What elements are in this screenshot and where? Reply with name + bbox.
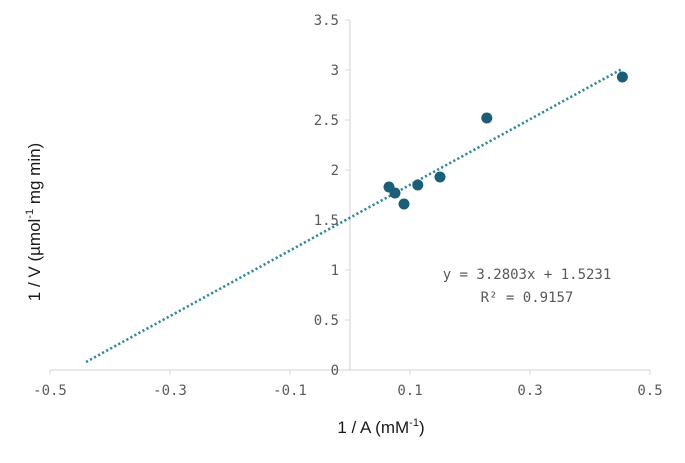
y-tick-label: 2 (331, 163, 339, 179)
x-tick-label: -0.3 (153, 383, 187, 399)
y-tick-label: 1 (331, 263, 339, 279)
tick-labels: -0.5 -0.3 -0.1 0.1 0.3 0.5 0 0.5 1 1.5 2 2.5 3 3.5 (33, 13, 663, 399)
trendline-equation: y = 3.2803x + 1.5231 (443, 267, 612, 283)
x-tick-label: 0.5 (637, 383, 662, 399)
x-tick-label: 0.1 (397, 383, 422, 399)
x-tick-label: -0.1 (273, 383, 307, 399)
x-tick-label: -0.5 (33, 383, 67, 399)
y-axis-title: 1 / V (µmol-1 mg min) (24, 143, 44, 301)
trendline-layer (85, 68, 622, 364)
trendline-r-squared: R² = 0.9157 (481, 290, 574, 306)
y-tick-label: 0.5 (314, 313, 339, 329)
y-tick-label: 2.5 (314, 113, 339, 129)
data-point (481, 112, 493, 124)
data-point (616, 71, 628, 83)
x-axis-title: 1 / A (mM-1) (337, 417, 424, 437)
y-tick-label: 3 (331, 63, 339, 79)
axes (49, 19, 651, 375)
y-tick-label: 1.5 (314, 213, 339, 229)
data-point (398, 198, 410, 210)
y-tick-label: 3.5 (314, 13, 339, 29)
data-point (389, 187, 401, 199)
data-points (383, 71, 628, 210)
data-point (412, 179, 424, 191)
y-tick-label: 0 (331, 363, 339, 379)
trendline (85, 68, 622, 364)
x-tick-label: 0.3 (517, 383, 542, 399)
data-point (434, 171, 446, 183)
